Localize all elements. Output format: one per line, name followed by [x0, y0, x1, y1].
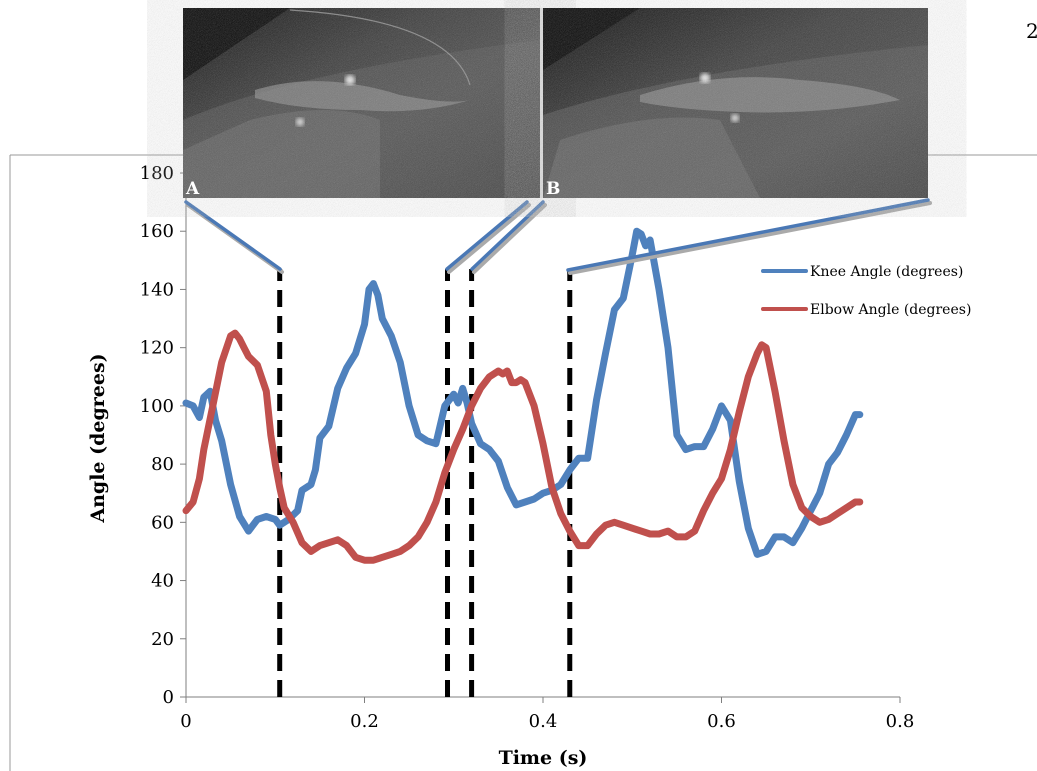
- x-tick-label: 0.4: [529, 711, 558, 732]
- y-tick-label: 40: [151, 571, 174, 592]
- y-tick-label: 180: [140, 163, 174, 184]
- x-tick-label: 0.8: [886, 711, 915, 732]
- connector-b1-shadow: [447, 203, 531, 274]
- series-line: [182, 329, 864, 564]
- x-tick-label: 0: [180, 711, 191, 732]
- x-ticks: 0 0.2 0.4 0.6 0.8: [180, 697, 914, 732]
- y-axis-title: Angle (degrees): [87, 353, 109, 523]
- y-tick-label: 80: [151, 454, 174, 475]
- y-tick-label: 160: [140, 221, 174, 242]
- connector-b2-shadow: [472, 203, 547, 274]
- legend-label: Elbow Angle (degrees): [810, 302, 971, 318]
- x-tick-label: 0.6: [707, 711, 736, 732]
- connector-b2: [470, 200, 545, 271]
- page-number: 2: [1026, 19, 1037, 43]
- y-ticks: 0 20 40 60 80 100 120 140 160 180: [140, 163, 186, 708]
- inset-divider: [540, 8, 543, 198]
- connector-c-shadow: [568, 201, 932, 275]
- y-tick-label: 0: [163, 687, 174, 708]
- y-tick-label: 20: [151, 629, 174, 650]
- event-markers: [277, 269, 573, 697]
- x-axis-title: Time (s): [499, 747, 588, 769]
- inset-image-a: A: [183, 8, 540, 199]
- y-tick-label: 120: [140, 338, 174, 359]
- y-tick-label: 60: [151, 512, 174, 533]
- y-tick-label: 100: [140, 396, 174, 417]
- inset-image-b: B: [543, 8, 928, 199]
- inset-connectors: [184, 198, 932, 275]
- y-tick-label: 140: [140, 279, 174, 300]
- inset-a-label: A: [185, 179, 200, 199]
- connector-b1: [445, 200, 529, 271]
- x-tick-label: 0.2: [350, 711, 379, 732]
- legend: Knee Angle (degrees) Elbow Angle (degrees…: [761, 264, 971, 318]
- inset-b-label: B: [546, 179, 560, 199]
- legend-label: Knee Angle (degrees): [810, 264, 963, 280]
- connector-a-main: [184, 200, 282, 271]
- chart-frame: [9, 154, 1037, 771]
- series-line: [182, 227, 864, 558]
- connector-c: [566, 198, 930, 272]
- series-layer: [182, 227, 864, 564]
